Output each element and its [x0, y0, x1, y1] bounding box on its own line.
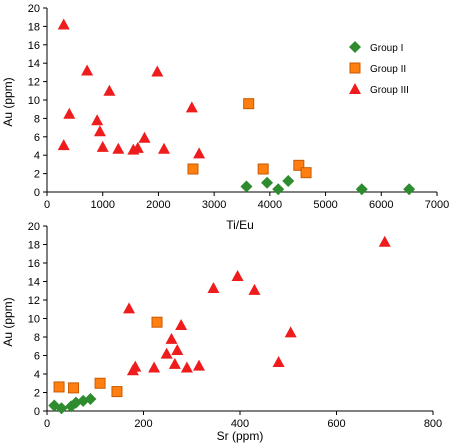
group-iii-point: [63, 107, 76, 119]
group-i-point: [84, 392, 97, 405]
y-tick-label: 2: [34, 169, 40, 181]
y-tick-label: 16: [28, 40, 40, 52]
y-tick-label: 4: [34, 150, 40, 162]
group-ii-point: [111, 386, 123, 398]
group-ii-point: [53, 381, 65, 393]
x-tick-label: 3000: [202, 199, 226, 211]
group-iii-point: [158, 142, 170, 154]
group-iii-point: [91, 114, 104, 126]
y-tick-label: 8: [34, 332, 40, 344]
group-iii-point: [272, 355, 285, 367]
y-tick-label: 20: [28, 3, 40, 15]
legend-label: Group I: [370, 43, 403, 54]
x-tick-label: 2000: [146, 199, 170, 211]
group-iii-point: [138, 131, 151, 143]
group-iii-point: [231, 269, 244, 281]
x-axis-title: Ti/Eu: [226, 218, 254, 232]
y-axis-title: Au (ppm): [1, 77, 15, 126]
legend-marker-group-ii: [349, 62, 361, 74]
group-iii-point: [378, 235, 391, 247]
y-axis-title: Au (ppm): [1, 297, 15, 346]
panel-ti-eu: Au (ppm) Ti/Eu 0 2 4 6 8 10 12 14 16 18 20 0 1000 200…: [1, 3, 449, 232]
group-i-point: [261, 176, 274, 189]
x-axis-title: Sr (ppm): [217, 429, 264, 443]
y-tick-label: 14: [28, 58, 40, 70]
group-ii-point: [187, 163, 199, 175]
x-tick-label: 4000: [258, 199, 282, 211]
y-tick-label: 0: [34, 406, 40, 418]
group-ii-point: [257, 163, 269, 175]
group-i-point: [240, 180, 253, 193]
y-tick-label: 8: [34, 113, 40, 125]
y-tick-label: 6: [34, 351, 40, 363]
x-tick-label: 400: [231, 418, 249, 430]
group-iii-point: [180, 361, 193, 373]
group-iii-point: [165, 332, 178, 344]
y-tick-label: 14: [28, 277, 40, 289]
group-i-point: [355, 183, 368, 196]
group-i-point: [403, 183, 416, 196]
group-iii-point: [284, 326, 297, 338]
group-i-point: [55, 402, 68, 415]
group-iii-point: [248, 283, 261, 295]
x-tick-label: 200: [134, 418, 152, 430]
y-tick-label: 12: [28, 295, 40, 307]
group-iii-point: [131, 141, 144, 153]
legend-marker-group-i: [349, 41, 361, 53]
group-iii-point: [57, 139, 70, 151]
group-iii-point: [123, 302, 136, 314]
group-iii-point: [168, 357, 181, 369]
y-tick-label: 16: [28, 258, 40, 270]
y-tick-label: 12: [28, 77, 40, 89]
y-tick-label: 10: [28, 314, 40, 326]
y-tick-label: 0: [34, 187, 40, 199]
group-i-point: [282, 174, 295, 187]
y-tick-label: 18: [28, 21, 40, 33]
x-tick-label: 7000: [425, 199, 449, 211]
group-iii-point: [151, 65, 164, 77]
legend-label: Group II: [370, 64, 406, 75]
group-iii-point: [81, 64, 94, 76]
x-tick-label: 6000: [369, 199, 393, 211]
group-iii-point: [207, 281, 220, 293]
group-iii-point: [103, 84, 116, 96]
legend-label: Group III: [370, 85, 409, 96]
group-iii-point: [93, 125, 106, 137]
group-iii-point: [112, 142, 125, 154]
legend-marker-group-iii: [349, 83, 361, 94]
x-tick-label: 5000: [313, 199, 337, 211]
group-ii-point: [94, 377, 106, 389]
y-tick-label: 4: [34, 369, 40, 381]
group-ii-point: [68, 382, 80, 394]
group-i-point: [272, 183, 285, 196]
group-ii-point: [243, 98, 255, 110]
y-tick-label: 20: [28, 221, 40, 233]
group-iii-point: [129, 360, 142, 372]
group-iii-point: [57, 18, 70, 30]
x-tick-label: 800: [424, 418, 442, 430]
group-iii-point: [148, 361, 161, 373]
group-iii-point: [171, 343, 184, 355]
group-ii-point: [300, 167, 312, 179]
group-iii-point: [185, 101, 198, 113]
x-tick-label: 600: [327, 418, 345, 430]
group-iii-point: [160, 347, 173, 359]
group-iii-point: [175, 318, 188, 330]
group-iii-point: [96, 140, 109, 152]
group-iii-point: [193, 147, 206, 159]
group-iii-point: [192, 359, 205, 371]
group-ii-point: [293, 159, 305, 171]
y-tick-label: 18: [28, 240, 40, 252]
legend: Group I Group II Group III: [349, 41, 409, 96]
x-tick-label: 1000: [90, 199, 114, 211]
group-ii-point: [151, 316, 163, 328]
y-tick-label: 6: [34, 132, 40, 144]
y-tick-label: 10: [28, 95, 40, 107]
x-tick-label: 0: [44, 418, 50, 430]
x-tick-label: 0: [44, 199, 50, 211]
y-tick-label: 2: [34, 388, 40, 400]
